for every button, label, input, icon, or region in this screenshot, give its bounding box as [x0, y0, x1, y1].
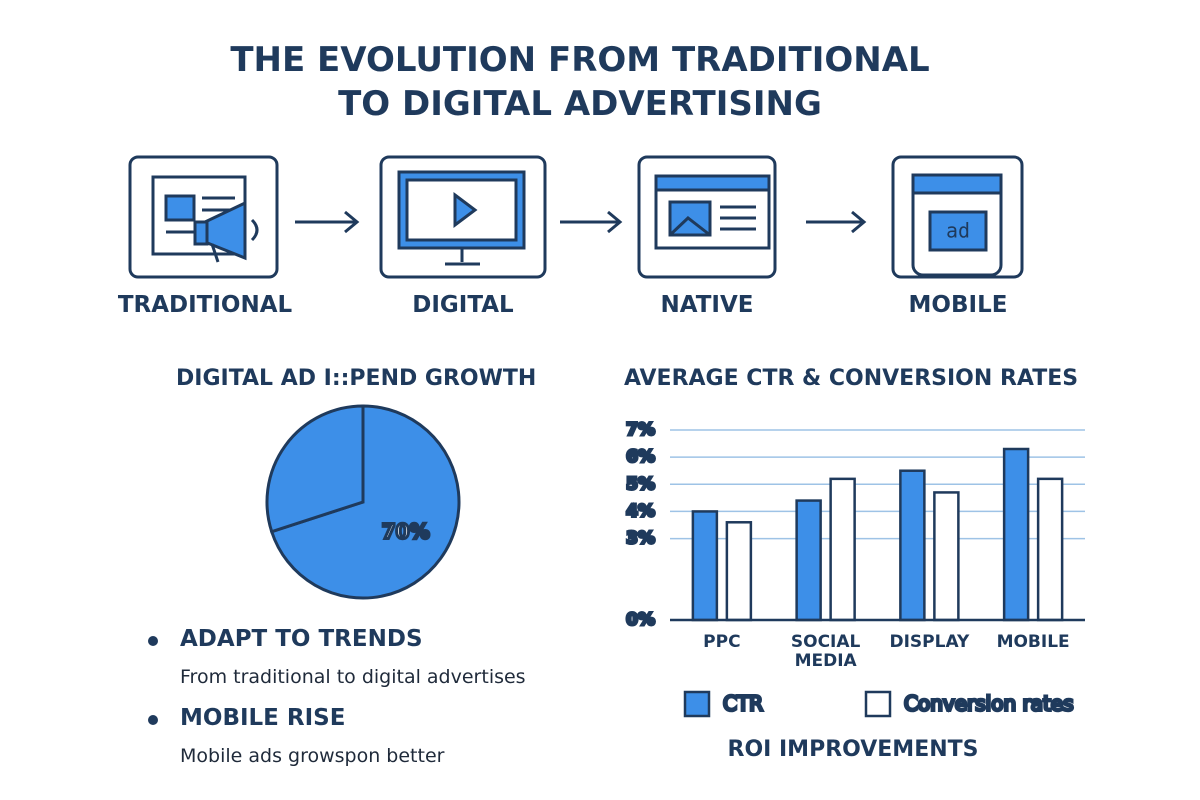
- bar: [899, 469, 926, 622]
- bar: [1002, 447, 1030, 622]
- svg-text:ad: ad: [946, 219, 970, 243]
- bullet-text: Mobile ads growspon better: [180, 745, 445, 767]
- bar: [795, 499, 822, 622]
- slice-label: 70%: [382, 520, 430, 544]
- bar: [691, 510, 719, 622]
- y-tick-label: 0%: [626, 610, 655, 630]
- y-tick-label: 4%: [626, 501, 655, 521]
- bullet-dot: [148, 636, 158, 646]
- bar: [1036, 477, 1064, 622]
- step-label: NATIVE: [660, 292, 754, 318]
- bullet-heading: ADAPT TO TRENDS: [180, 626, 423, 652]
- y-tick-label: 3%: [626, 529, 655, 549]
- page-title: THE EVOLUTION FROM TRADITIONAL TO DIGITA…: [230, 40, 930, 124]
- legend-label: CTR: [723, 692, 763, 716]
- bullet-heading: MOBILE RISE: [180, 705, 346, 731]
- bar: [725, 521, 753, 622]
- y-tick-label: 5%: [626, 474, 655, 494]
- legend-label: Conversion rates: [904, 692, 1074, 716]
- arrow: [806, 210, 867, 234]
- native-icon: [637, 155, 777, 279]
- pie-slice: [265, 404, 365, 534]
- digital-icon: [379, 155, 547, 279]
- x-tick-label: DISPLAY: [889, 632, 970, 652]
- legend-swatch: [864, 690, 892, 718]
- traditional-icon: [128, 155, 279, 279]
- step-label: MOBILE: [908, 292, 1008, 318]
- pie-title: DIGITAL AD I::PEND GROWTH: [176, 366, 537, 391]
- mobile-icon: ad: [891, 155, 1024, 279]
- bar: [829, 477, 856, 622]
- chart-caption: ROI IMPROVEMENTS: [727, 737, 979, 762]
- step-label: DIGITAL: [412, 292, 514, 318]
- bar-title: AVERAGE CTR & CONVERSION RATES: [624, 366, 1079, 391]
- bullet-dot: [148, 715, 158, 725]
- arrow: [560, 210, 623, 234]
- y-tick-label: 6%: [626, 447, 655, 467]
- y-tick-label: 7%: [626, 420, 655, 440]
- bullet-text: From traditional to digital advertises: [180, 666, 526, 688]
- bar: [933, 491, 960, 622]
- step-label: TRADITIONAL: [117, 292, 293, 318]
- legend-swatch: [683, 690, 711, 718]
- arrow: [295, 210, 360, 234]
- x-tick-label: MOBILE: [996, 632, 1070, 652]
- x-tick-label: SOCIAL MEDIA: [790, 632, 861, 671]
- x-tick-label: PPC: [703, 632, 741, 652]
- pie-slice: [269, 404, 461, 600]
